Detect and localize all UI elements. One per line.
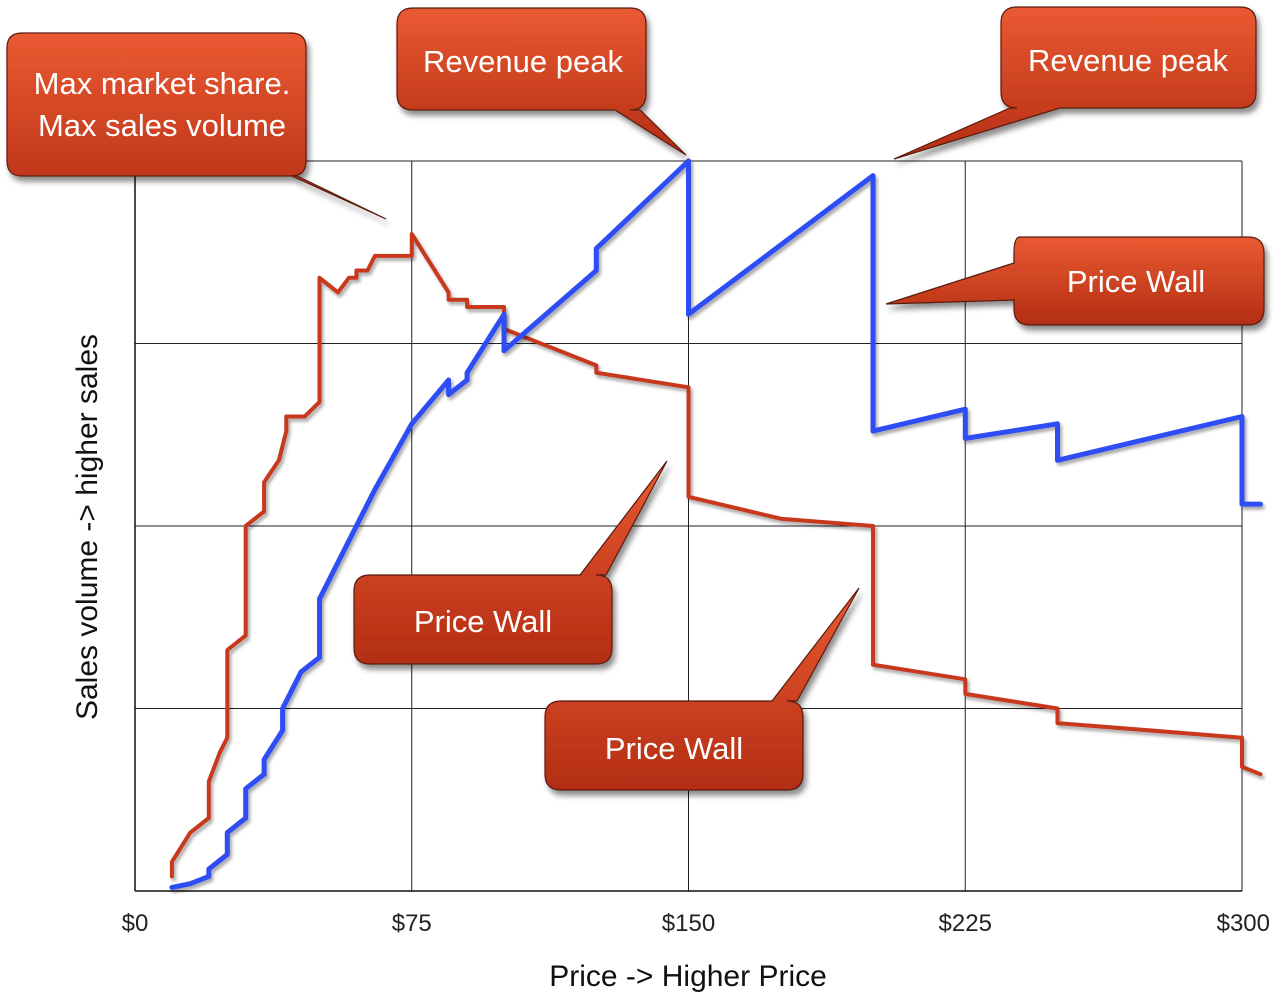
- callout-price-wall-1: [885, 236, 1265, 326]
- x-tick-label-4: $300: [1217, 910, 1270, 937]
- callout-max-market-share-line1: Max market share.: [34, 66, 291, 101]
- series-lines: [169, 158, 1263, 890]
- x-axis-label: Price -> Higher Price: [549, 960, 827, 993]
- callout-revenue-peak-2-text: Revenue peak: [1028, 43, 1228, 78]
- callout-price-wall-2-text: Price Wall: [414, 604, 552, 639]
- callout-price-wall-1-text: Price Wall: [1067, 264, 1205, 299]
- callout-price-wall-2: [353, 460, 668, 665]
- plot-axes: [134, 161, 1242, 892]
- x-tick-labels: $0 $75 $150 $225 $300: [122, 910, 1270, 937]
- series-line-0: [169, 232, 1263, 879]
- x-tick-label-0: $0: [122, 910, 149, 937]
- series-line-1: [169, 158, 1263, 890]
- callout-revenue-peak-1-text: Revenue peak: [423, 44, 623, 79]
- x-tick-label-3: $225: [939, 910, 992, 937]
- callout-revenue-peak-1: [396, 7, 687, 156]
- callout-price-wall-3: [544, 587, 860, 791]
- x-tick-label-1: $75: [392, 910, 432, 937]
- x-tick-label-2: $150: [662, 910, 715, 937]
- callout-price-wall-3-text: Price Wall: [605, 731, 743, 766]
- callout-max-market-share-line2: Max sales volume: [38, 108, 286, 143]
- callouts: Max market share. Max sales volume Reven…: [6, 6, 1265, 791]
- y-axis-label: Sales volume -> higher sales: [71, 334, 104, 720]
- callout-revenue-peak-2: [893, 6, 1257, 160]
- callout-max-market-share: [6, 32, 387, 220]
